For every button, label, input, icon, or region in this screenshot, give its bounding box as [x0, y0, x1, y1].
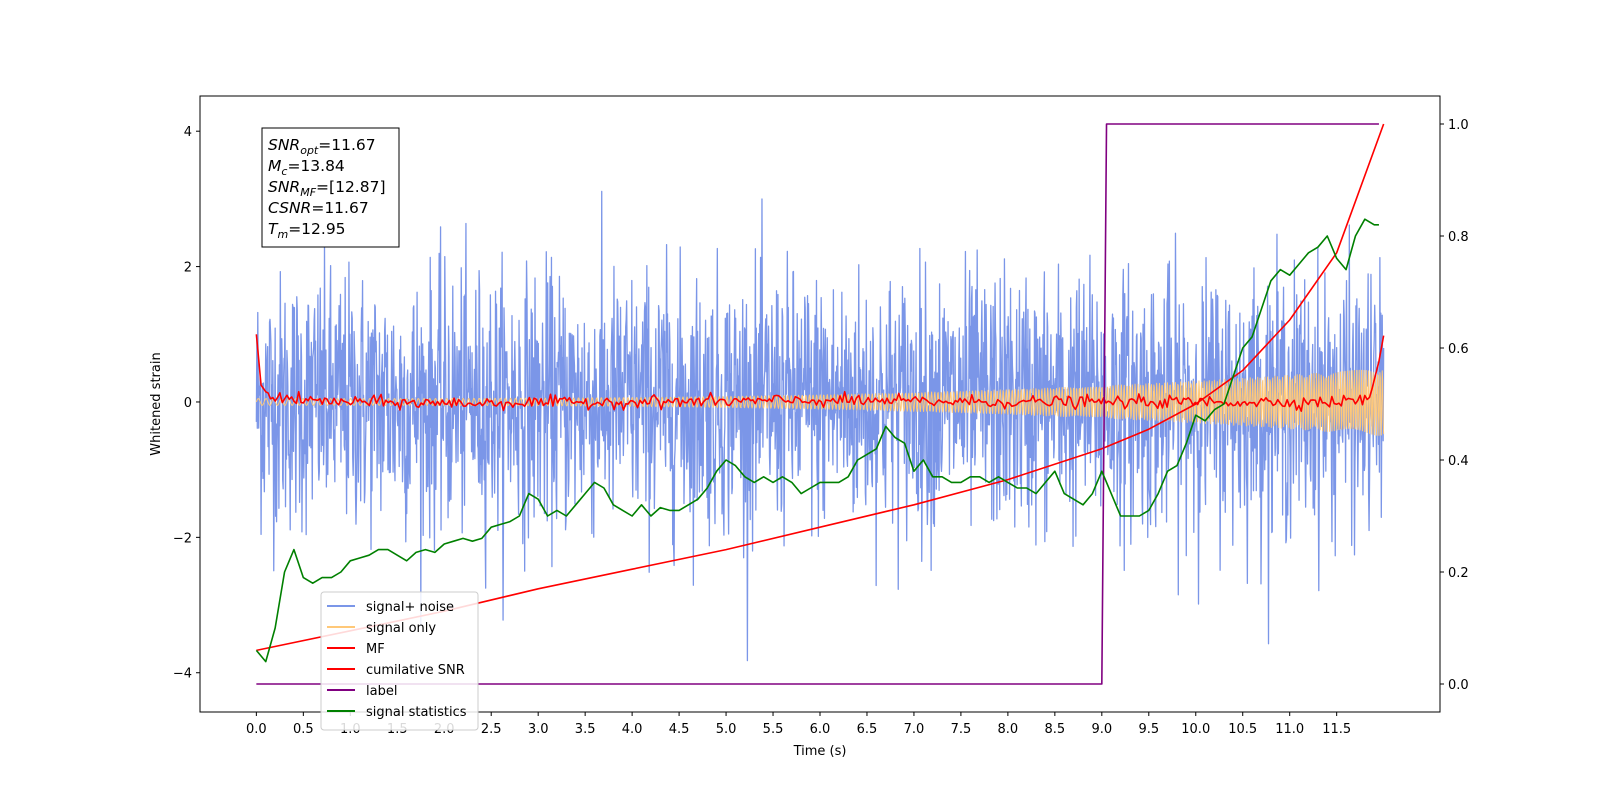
x-tick-label: 10.0 — [1181, 722, 1210, 737]
series-cumilative-snr-line — [256, 123, 1385, 652]
x-tick-label: 11.5 — [1322, 722, 1351, 737]
legend-entry-label: signal+ noise — [366, 600, 454, 615]
legend-entry-label: label — [366, 684, 397, 699]
annotation-line: SNRopt=11.67 — [268, 136, 376, 157]
legend-entry-label: signal statistics — [366, 705, 467, 720]
x-tick-label: 0.0 — [246, 722, 267, 737]
series-layer — [255, 123, 1385, 685]
annotation-line: Mc=13.84 — [268, 157, 345, 178]
annotation-frame — [261, 127, 400, 248]
x-tick-label: 7.5 — [951, 722, 972, 737]
y2-tick-label: 1.0 — [1448, 118, 1469, 133]
y-tick-label: 2 — [184, 261, 192, 276]
y2-tick-label: 0.0 — [1448, 678, 1469, 693]
y-tick-label: −2 — [173, 531, 192, 546]
x-tick-label: 5.5 — [763, 722, 784, 737]
x-tick-label: 2.5 — [481, 722, 502, 737]
series-label-line — [256, 123, 1379, 685]
annotation-box: SNRopt=11.67Mc=13.84SNRMF=[12.87]CSNR=11… — [261, 127, 400, 248]
y2-tick-label: 0.8 — [1448, 230, 1469, 245]
x-axis-label: Time (s) — [793, 744, 847, 759]
y2-tick-label: 0.4 — [1448, 454, 1469, 469]
legend-entry-label: cumilative SNR — [366, 663, 465, 678]
y-tick-label: −4 — [173, 667, 192, 682]
series-mf-line — [255, 334, 1385, 412]
x-tick-label: 9.0 — [1091, 722, 1112, 737]
x-tick-label: 8.0 — [998, 722, 1019, 737]
y2-tick-label: 0.6 — [1448, 342, 1469, 357]
y-axis-label: Whitened strain — [149, 352, 164, 455]
x-tick-label: 5.0 — [716, 722, 737, 737]
x-tick-label: 4.0 — [622, 722, 643, 737]
y2-tick-label: 0.2 — [1448, 566, 1469, 581]
y-tick-label: 4 — [184, 125, 192, 140]
legend: signal+ noise signal only MF cumilative SNR… — [320, 591, 479, 731]
x-tick-label: 6.5 — [857, 722, 878, 737]
x-tick-label: 11.0 — [1275, 722, 1304, 737]
x-tick-label: 3.0 — [528, 722, 549, 737]
x-tick-label: 3.5 — [575, 722, 596, 737]
x-tick-label: 10.5 — [1228, 722, 1257, 737]
x-tick-label: 4.5 — [669, 722, 690, 737]
legend-entry-label: signal only — [366, 621, 436, 636]
annotation-line: Tm=12.95 — [268, 220, 346, 241]
y2-axis-ticks: 0.0 0.2 0.4 0.6 0.8 1.0 — [1440, 118, 1469, 693]
series-signal-statistics-line — [255, 218, 1379, 663]
x-tick-label: 7.0 — [904, 722, 925, 737]
legend-entry-label: MF — [366, 642, 385, 657]
legend-frame — [320, 591, 479, 731]
x-tick-label: 6.0 — [810, 722, 831, 737]
y-axis-ticks: −4 −2 0 2 4 — [173, 125, 200, 682]
annotation-line: SNRMF=[12.87] — [268, 178, 386, 199]
x-tick-label: 0.5 — [293, 722, 314, 737]
x-tick-label: 9.5 — [1138, 722, 1159, 737]
y-tick-label: 0 — [184, 396, 192, 411]
annotation-line: CSNR=11.67 — [268, 199, 369, 217]
x-tick-label: 8.5 — [1045, 722, 1066, 737]
